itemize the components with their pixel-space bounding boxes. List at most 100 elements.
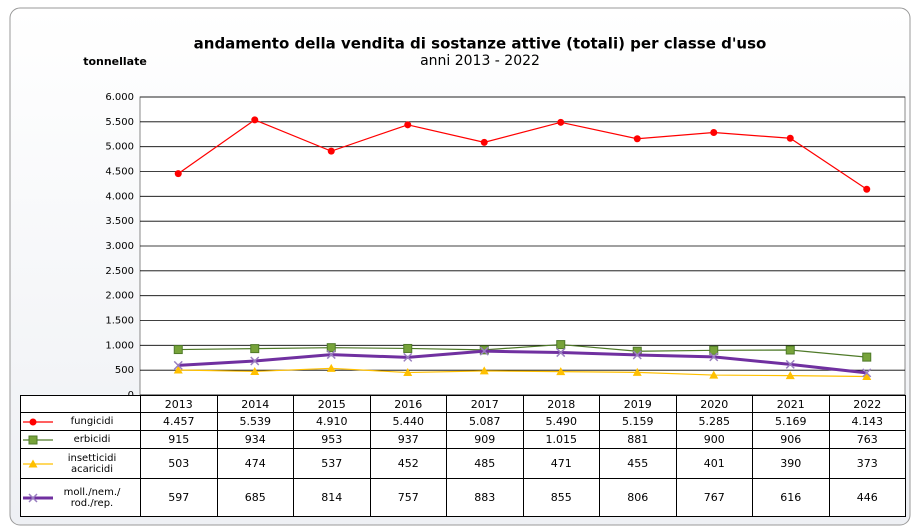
- data-point: [326, 363, 336, 372]
- data-point: [173, 365, 183, 374]
- table-value: 455: [599, 448, 677, 479]
- y-tick-label: 2.500: [105, 266, 134, 277]
- x-tick-label: 2017: [446, 395, 524, 413]
- legend-entry: fungicidi: [20, 412, 141, 431]
- table-row: erbicidi 915 934 953 937 909 1.015 881 900 906 763: [20, 430, 906, 449]
- data-point: [709, 370, 719, 379]
- data-point: [862, 352, 872, 362]
- data-point: [557, 118, 565, 126]
- y-axis-label: tonnellate: [83, 55, 147, 68]
- table-value: 485: [446, 448, 524, 479]
- legend-item: moll./nem./ rod./rep.: [21, 487, 140, 509]
- data-point: [709, 352, 719, 362]
- x-tick-label: 2021: [752, 395, 830, 413]
- table-row: fungicidi 4.457 5.539 4.910 5.440 5.087 5.490 5…: [20, 412, 906, 431]
- data-point: [786, 134, 794, 142]
- data-point: [556, 348, 566, 358]
- table-value: 883: [446, 478, 524, 517]
- y-tick-label: 1.000: [105, 340, 134, 351]
- x-tick-label: 2014: [216, 395, 294, 413]
- data-point: [632, 350, 642, 360]
- data-point: [250, 344, 260, 354]
- legend-item: fungicidi: [21, 416, 140, 427]
- legend-marker: [28, 492, 38, 503]
- legend-label: erbicidi: [73, 434, 111, 445]
- table-value: 763: [828, 430, 906, 449]
- data-table: 2013 2014 2015 2016 2017 2018 2019 2020 2021 2022…: [20, 395, 906, 517]
- table-row: 2013 2014 2015 2016 2017 2018 2019 2020 2021 2022: [20, 395, 906, 413]
- table-value: 616: [752, 478, 830, 517]
- data-point: [785, 359, 795, 369]
- table-value: 471: [522, 448, 600, 479]
- data-point: [173, 360, 183, 370]
- table-value: 5.169: [752, 412, 830, 431]
- data-point: [173, 345, 183, 355]
- data-point: [710, 129, 718, 137]
- table-value: 5.087: [446, 412, 524, 431]
- table-value: 503: [140, 448, 218, 479]
- data-point: [326, 343, 336, 353]
- data-point: [862, 371, 872, 380]
- y-tick-label: 3.000: [105, 241, 134, 252]
- table-row: moll./nem./ rod./rep. 597 685 814 757 883 855 8…: [20, 478, 906, 517]
- legend-marker: [28, 435, 38, 444]
- series-line: [177, 119, 868, 190]
- y-tick-label: 6.000: [105, 92, 134, 103]
- y-tick-label: 500: [115, 365, 134, 376]
- data-point: [785, 345, 795, 355]
- table-value: 5.440: [369, 412, 447, 431]
- legend-item: erbicidi: [21, 434, 140, 445]
- table-value: 915: [140, 430, 218, 449]
- chart-subtitle: anni 2013 - 2022: [420, 53, 540, 69]
- table-corner: [20, 395, 141, 413]
- chart-title: andamento della vendita di sostanze atti…: [194, 35, 767, 53]
- y-tick-label: 3.500: [105, 216, 134, 227]
- table-value: 373: [828, 448, 906, 479]
- table-value: 401: [675, 448, 753, 479]
- data-point: [404, 121, 412, 129]
- legend-label: fungicidi: [70, 416, 114, 427]
- table-value: 597: [140, 478, 218, 517]
- data-point: [403, 352, 413, 362]
- table-value: 537: [293, 448, 371, 479]
- table-value: 909: [446, 430, 524, 449]
- table-value: 474: [216, 448, 294, 479]
- legend-label: moll./nem./ rod./rep.: [63, 486, 121, 509]
- data-point: [403, 368, 413, 377]
- table-value: 446: [828, 478, 906, 517]
- table-value: 881: [599, 430, 677, 449]
- table-value: 855: [522, 478, 600, 517]
- data-point: [327, 147, 335, 155]
- legend-entry: insetticidi acaricidi: [20, 448, 141, 479]
- x-tick-label: 2015: [293, 395, 371, 413]
- y-tick-label: 2.000: [105, 291, 134, 302]
- legend-symbol: [23, 459, 53, 467]
- x-tick-label: 2022: [828, 395, 906, 413]
- data-point: [250, 366, 260, 375]
- table-value: 934: [216, 430, 294, 449]
- legend-symbol: [23, 418, 53, 425]
- data-point: [250, 356, 260, 366]
- table-value: 757: [369, 478, 447, 517]
- data-point: [632, 367, 642, 376]
- data-point: [556, 340, 566, 350]
- table-value: 4.143: [828, 412, 906, 431]
- legend-symbol: [23, 435, 53, 444]
- legend-marker: [28, 459, 38, 467]
- legend-marker: [29, 418, 37, 425]
- series-line: [178, 349, 867, 375]
- data-point: [709, 345, 719, 355]
- table-value: 4.910: [293, 412, 371, 431]
- data-point: [633, 135, 641, 143]
- y-tick-label: 5.000: [105, 142, 134, 153]
- x-tick-label: 2020: [675, 395, 753, 413]
- table-value: 953: [293, 430, 371, 449]
- table-value: 4.457: [140, 412, 218, 431]
- legend-symbol: [23, 492, 53, 503]
- data-point: [862, 368, 872, 378]
- y-tick-label: 5.500: [105, 117, 134, 128]
- data-point: [480, 138, 488, 146]
- table-value: 906: [752, 430, 830, 449]
- table-row: insetticidi acaricidi 503 474 537 452 485 471 4…: [20, 448, 906, 479]
